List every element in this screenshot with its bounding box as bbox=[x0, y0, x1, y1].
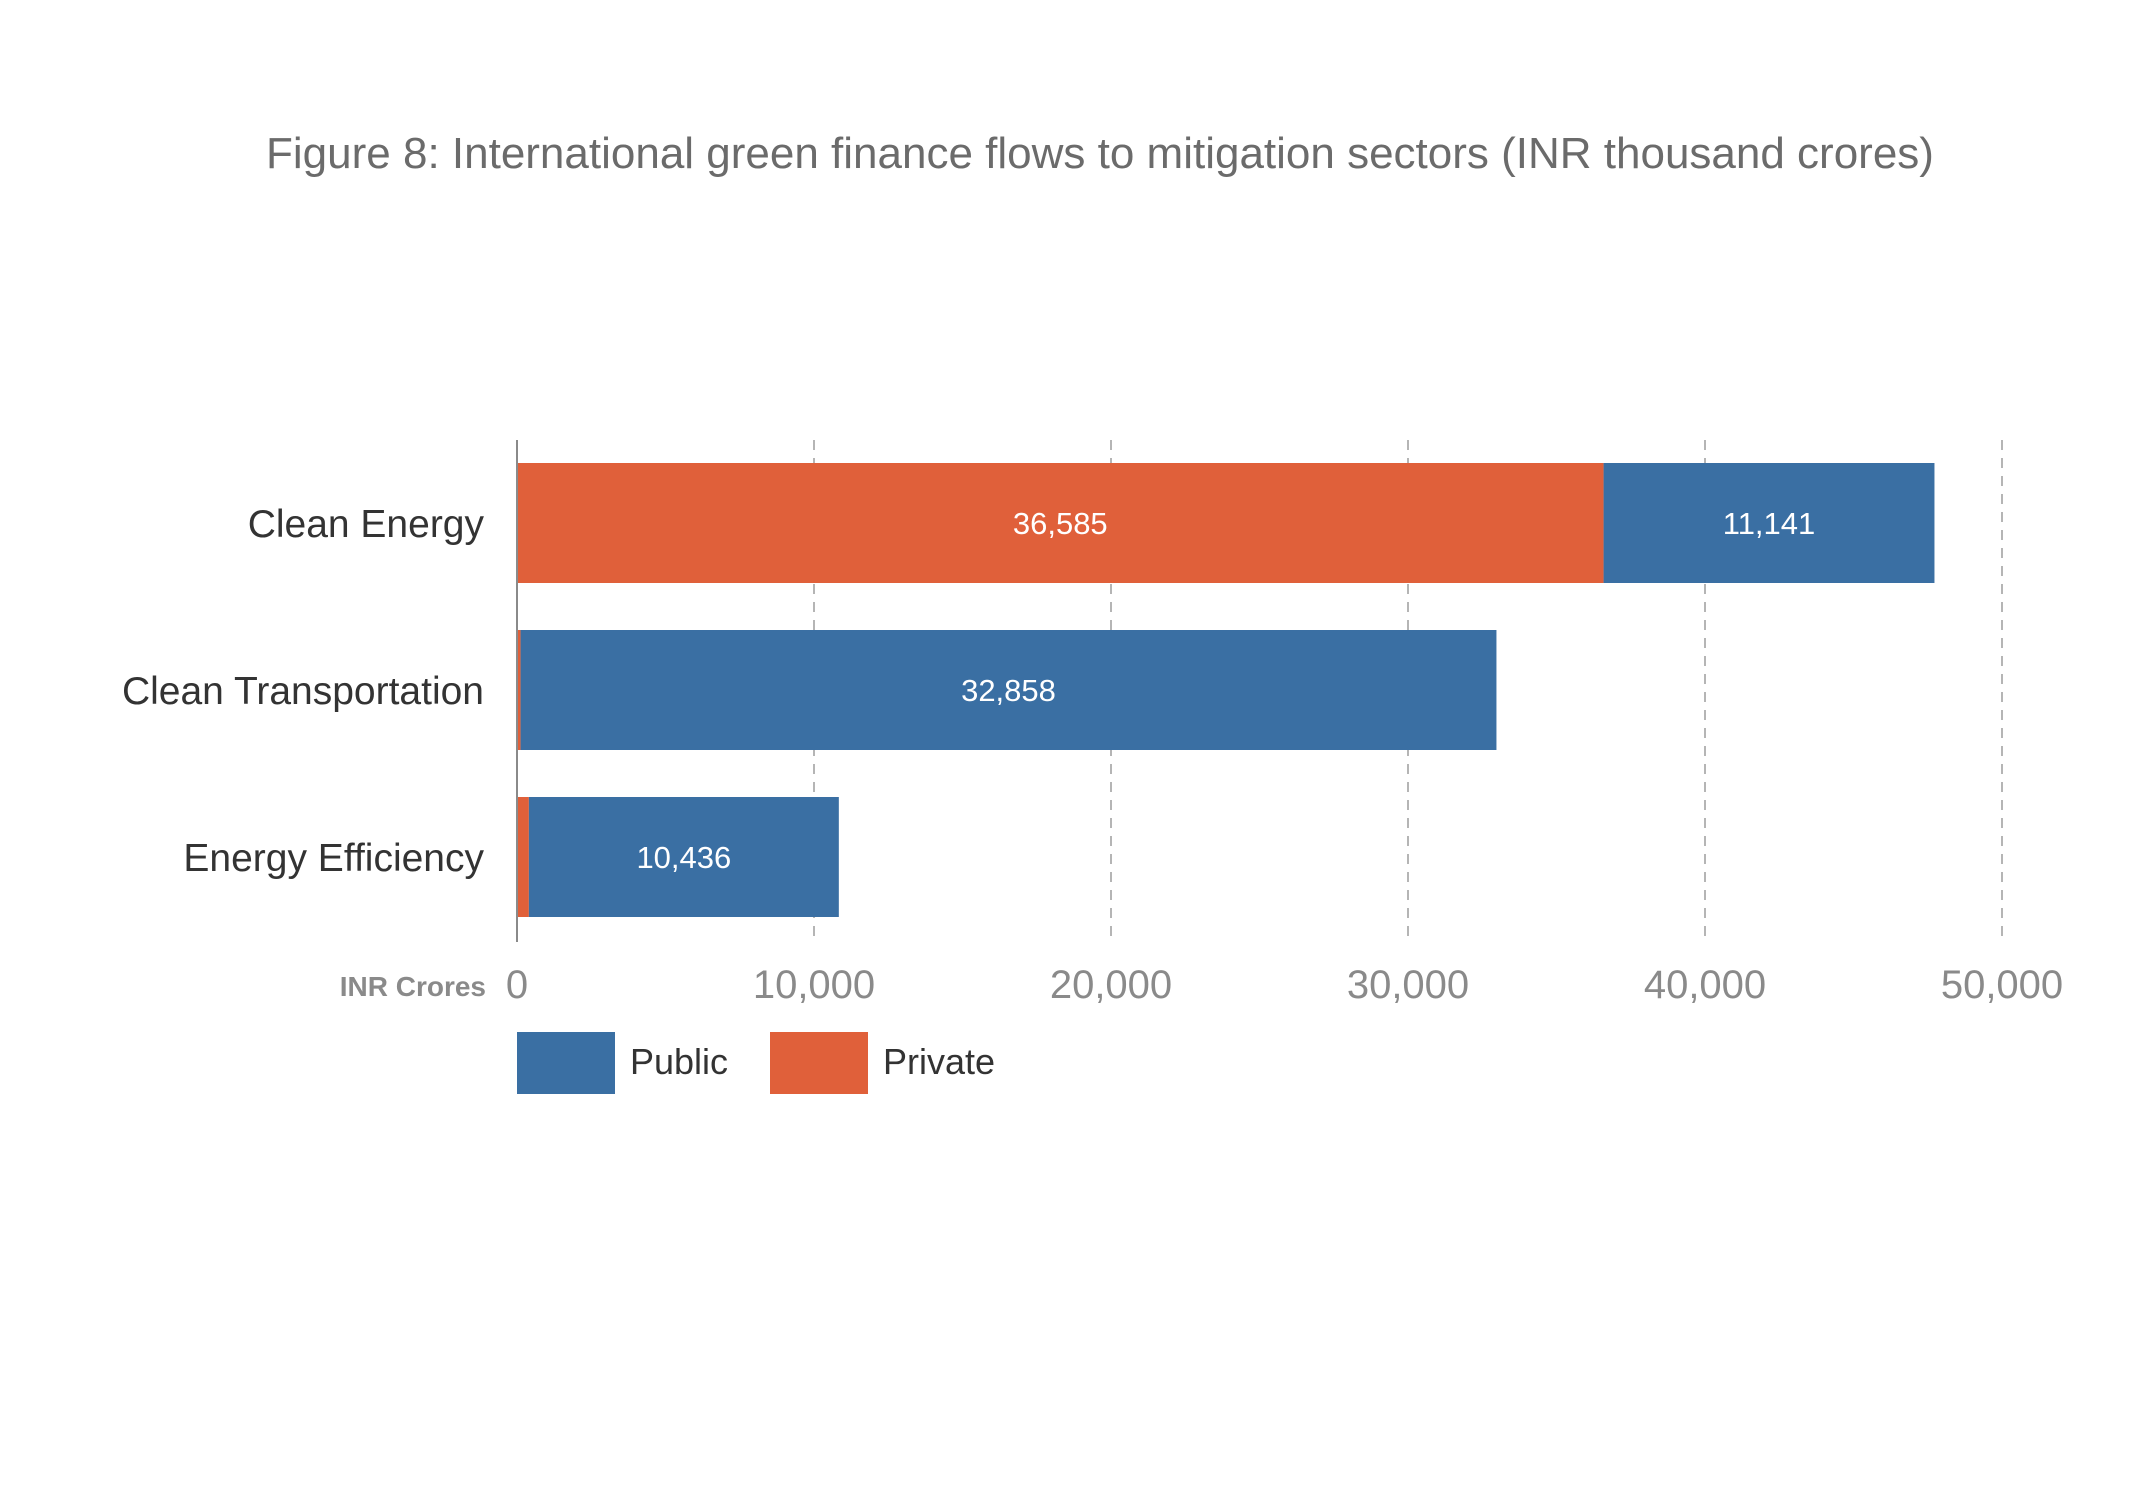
category-labels: Clean Energy Clean Transportation Energy E… bbox=[122, 503, 485, 880]
bar-public-0 bbox=[1603, 463, 1935, 583]
legend-swatch-private bbox=[770, 1032, 868, 1094]
bar-private-0 bbox=[517, 463, 1604, 583]
bar-private-1 bbox=[517, 630, 521, 750]
legend-swatch-public bbox=[517, 1032, 615, 1094]
x-tick-labels: 0 10,000 20,000 30,000 40,000 50,000 bbox=[506, 963, 2063, 1007]
data-label-public-2: 10,436 bbox=[636, 840, 731, 875]
legend: Public Private bbox=[517, 1032, 995, 1094]
x-tick-label-2: 20,000 bbox=[1050, 963, 1172, 1007]
x-tick-label-1: 10,000 bbox=[753, 963, 875, 1007]
data-label-private-0: 36,585 bbox=[1013, 506, 1108, 541]
legend-label-private: Private bbox=[883, 1041, 995, 1082]
x-tick-label-4: 40,000 bbox=[1644, 963, 1766, 1007]
category-label-0: Clean Energy bbox=[248, 503, 485, 546]
data-label-public-1: 32,858 bbox=[961, 673, 1056, 708]
bars: 36,585 11,141 32,858 10,436 bbox=[517, 463, 1935, 917]
legend-label-public: Public bbox=[630, 1041, 728, 1082]
category-label-1: Clean Transportation bbox=[122, 670, 484, 713]
bar-public-2 bbox=[528, 797, 839, 917]
chart-title: Figure 8: International green finance fl… bbox=[266, 129, 1934, 178]
bar-private-2 bbox=[517, 797, 529, 917]
bar-public-1 bbox=[520, 630, 1497, 750]
data-label-public-0: 11,141 bbox=[1723, 506, 1816, 541]
category-label-2: Energy Efficiency bbox=[183, 837, 484, 880]
x-tick-label-3: 30,000 bbox=[1347, 963, 1469, 1007]
x-tick-label-5: 50,000 bbox=[1941, 963, 2063, 1007]
x-tick-label-0: 0 bbox=[506, 963, 528, 1007]
x-axis-title: INR Crores bbox=[340, 971, 486, 1002]
